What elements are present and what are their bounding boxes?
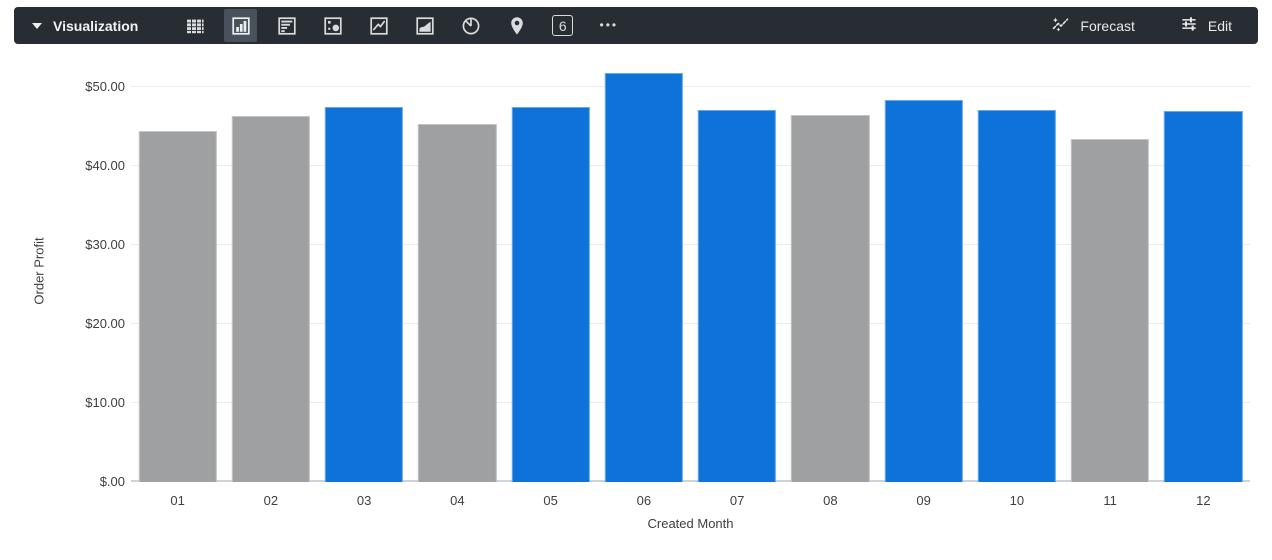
- visualization-dropdown[interactable]: Visualization: [32, 18, 138, 34]
- bar-05[interactable]: [511, 106, 590, 482]
- visualization-dropdown-label: Visualization: [53, 17, 139, 34]
- bar-slot: [1157, 60, 1250, 482]
- viz-type-area-button[interactable]: [408, 9, 441, 42]
- x-tick-label: 11: [1103, 493, 1117, 508]
- column-chart-icon: [229, 14, 253, 38]
- forecast-button[interactable]: Forecast: [1050, 14, 1135, 38]
- viz-type-pie-button[interactable]: [454, 9, 487, 42]
- scatter-plot-icon: [321, 14, 345, 38]
- x-tick-label: 02: [263, 493, 279, 508]
- forecast-button-label: Forecast: [1080, 17, 1135, 34]
- x-tick-label: 03: [356, 493, 372, 508]
- y-tick-label: $40.00: [85, 157, 125, 173]
- gridline: [131, 401, 1250, 403]
- x-tick-label: 04: [450, 493, 465, 508]
- gridline: [131, 164, 1250, 166]
- edit-button[interactable]: Edit: [1179, 14, 1232, 37]
- gridline: [131, 243, 1250, 245]
- bar-01[interactable]: [138, 131, 217, 482]
- y-tick-label: $10.00: [85, 394, 125, 410]
- viz-type-map-button[interactable]: [500, 9, 533, 42]
- bar-10[interactable]: [977, 109, 1057, 482]
- x-tick-label: 05: [543, 493, 558, 508]
- x-axis-line: [131, 480, 1250, 482]
- single-value-glyph: 6: [558, 17, 567, 34]
- bar-12[interactable]: [1164, 110, 1243, 482]
- map-pin-icon: [505, 14, 529, 38]
- area-chart-icon: [413, 14, 437, 38]
- x-axis-tick-labels: 01 02 03 04 05 06 07 08 09 10 11 12: [131, 493, 1250, 508]
- bar-06[interactable]: [604, 72, 684, 482]
- bar-slot: [1064, 60, 1157, 482]
- viz-type-table-button[interactable]: [178, 9, 211, 42]
- bar-07[interactable]: [697, 109, 777, 482]
- bar-slot: [318, 60, 411, 482]
- viz-type-column-button[interactable]: [224, 9, 258, 42]
- single-value-icon: 6: [552, 15, 574, 36]
- y-tick-label: $30.00: [85, 236, 125, 252]
- x-tick-label: 09: [916, 493, 931, 508]
- plot-area: [131, 60, 1250, 482]
- y-tick-label: $.00: [99, 474, 125, 489]
- forecast-icon: [1050, 14, 1071, 38]
- bar-chart-icon: [275, 14, 299, 38]
- bar-slot: [224, 60, 317, 482]
- gridline: [131, 322, 1250, 324]
- bar-slot: [784, 60, 877, 482]
- bar-08[interactable]: [791, 114, 870, 482]
- bar-slot: [691, 60, 784, 482]
- x-tick-label: 08: [823, 493, 838, 508]
- viz-type-single-value-button[interactable]: 6: [546, 9, 579, 42]
- bar-slot: [970, 60, 1063, 482]
- gridline: [131, 85, 1250, 87]
- bar-slot: [597, 60, 690, 482]
- bar-slot: [504, 60, 597, 482]
- edit-button-label: Edit: [1207, 17, 1232, 34]
- viz-type-bar-button[interactable]: [270, 9, 303, 42]
- table-icon: [183, 14, 207, 38]
- bar-09[interactable]: [884, 99, 963, 482]
- bar-02[interactable]: [231, 116, 311, 482]
- bar-slot: [877, 60, 970, 482]
- x-tick-label: 01: [170, 493, 185, 508]
- viz-type-more-button[interactable]: •••: [592, 9, 625, 42]
- chevron-down-icon: [32, 22, 42, 29]
- x-tick-label: 06: [636, 493, 652, 508]
- bar-04[interactable]: [418, 124, 497, 482]
- bar-03[interactable]: [324, 107, 404, 482]
- y-tick-label: $20.00: [85, 315, 125, 331]
- x-tick-label: 12: [1196, 493, 1211, 508]
- pie-chart-icon: [459, 14, 483, 38]
- y-tick-label: $50.00: [85, 78, 125, 94]
- viz-type-line-button[interactable]: [362, 9, 395, 42]
- bar-slot: [131, 60, 224, 482]
- chart-type-buttons: 6 •••: [178, 9, 625, 42]
- x-axis-title: Created Month: [647, 516, 734, 531]
- edit-settings-icon: [1179, 14, 1199, 37]
- more-options-icon: •••: [599, 17, 619, 32]
- visualization-toolbar: Visualization: [14, 7, 1258, 44]
- line-chart-icon: [367, 14, 391, 38]
- bar-slot: [411, 60, 504, 482]
- bars-row: [131, 60, 1250, 482]
- x-tick-label: 10: [1009, 493, 1025, 508]
- y-axis-tick-labels: $50.00 $40.00 $30.00 $20.00 $10.00 $.00: [0, 60, 125, 489]
- x-tick-label: 07: [729, 493, 745, 508]
- viz-type-scatter-button[interactable]: [316, 9, 349, 42]
- bar-11[interactable]: [1070, 139, 1150, 482]
